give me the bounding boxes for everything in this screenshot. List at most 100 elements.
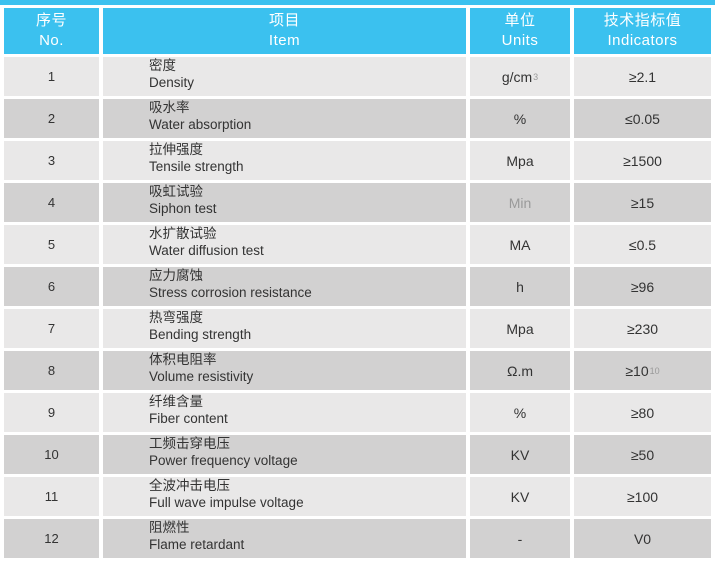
row-number-cell: 12 (4, 519, 99, 558)
item-name-zh: 体积电阻率 (149, 352, 217, 367)
row-number-cell: 1 (4, 57, 99, 96)
item-name-zh: 吸水率 (149, 100, 190, 115)
unit-cell: h (470, 267, 570, 306)
item-name-zh: 阻燃性 (149, 520, 190, 535)
row-number: 1 (47, 69, 56, 84)
item-name-en: Density (149, 75, 195, 90)
item-name-en: Full wave impulse voltage (149, 495, 304, 510)
unit-cell: Mpa (470, 309, 570, 348)
row-number-cell: 4 (4, 183, 99, 222)
indicator-cell: ≥2.1 (574, 57, 711, 96)
indicator-value: ≤0.05 (625, 110, 660, 127)
unit-cell: - (470, 519, 570, 558)
row-number-cell: 3 (4, 141, 99, 180)
indicator-cell: ≥100 (574, 477, 711, 516)
item-name-en: Stress corrosion resistance (149, 285, 312, 300)
unit-value: % (513, 110, 527, 127)
item-cell: 全波冲击电压 Full wave impulse voltage (103, 477, 466, 516)
indicator-cell: ≥1500 (574, 141, 711, 180)
item-name-en: Tensile strength (149, 159, 244, 174)
item-cell: 拉伸强度 Tensile strength (103, 141, 466, 180)
column-header-units: 单位 Units (470, 8, 570, 54)
unit-cell: KV (470, 477, 570, 516)
unit-value: h (516, 278, 524, 295)
item-name-en: Fiber content (149, 411, 228, 426)
indicator-value: V0 (633, 530, 652, 547)
row-number-cell: 2 (4, 99, 99, 138)
item-cell: 密度 Density (103, 57, 466, 96)
item-cell: 吸虹试验 Siphon test (103, 183, 466, 222)
column-header-indicators: 技术指标值 Indicators (574, 8, 711, 54)
unit-cell: KV (470, 435, 570, 474)
item-cell: 工频击穿电压 Power frequency voltage (103, 435, 466, 474)
row-number: 12 (44, 531, 59, 546)
unit-value: Mpa (506, 152, 534, 169)
unit-cell: Ω.m (470, 351, 570, 390)
unit-value: MA (509, 236, 531, 253)
item-cell: 阻燃性 Flame retardant (103, 519, 466, 558)
row-number: 2 (47, 111, 56, 126)
indicator-value: ≥96 (630, 278, 655, 295)
column-header-units-en: Units (501, 32, 539, 49)
row-number-cell: 9 (4, 393, 99, 432)
row-number: 10 (44, 447, 59, 462)
column-header-item-zh: 项目 (268, 12, 300, 29)
row-number-cell: 8 (4, 351, 99, 390)
indicator-cell: ≥96 (574, 267, 711, 306)
item-name-zh: 工频击穿电压 (149, 436, 230, 451)
indicator-cell: ≥50 (574, 435, 711, 474)
row-number-cell: 7 (4, 309, 99, 348)
item-cell: 水扩散试验 Water diffusion test (103, 225, 466, 264)
unit-value: Mpa (506, 320, 534, 337)
item-cell: 纤维含量 Fiber content (103, 393, 466, 432)
row-number: 11 (44, 489, 59, 504)
column-header-item-en: Item (268, 32, 301, 49)
item-name-en: Flame retardant (149, 537, 245, 552)
indicator-value: ≥2.1 (628, 68, 657, 85)
row-number: 8 (47, 363, 56, 378)
unit-cell: % (470, 393, 570, 432)
row-number: 7 (47, 321, 56, 336)
indicator-value: ≥15 (630, 194, 655, 211)
column-header-indicators-zh: 技术指标值 (603, 12, 682, 29)
row-number: 4 (47, 195, 56, 210)
indicator-cell: ≥10 10 (574, 351, 711, 390)
indicator-value: ≥1500 (623, 152, 662, 169)
indicator-cell: ≥80 (574, 393, 711, 432)
indicator-value: ≥50 (630, 446, 655, 463)
item-name-zh: 全波冲击电压 (149, 478, 230, 493)
item-name-en: Bending strength (149, 327, 252, 342)
row-number: 9 (47, 405, 56, 420)
unit-value: Ω.m (506, 362, 534, 379)
unit-cell: MA (470, 225, 570, 264)
unit-value: KV (510, 488, 530, 505)
top-accent-bar (0, 0, 715, 5)
column-header-indicators-en: Indicators (607, 32, 678, 49)
item-name-zh: 热弯强度 (149, 310, 203, 325)
indicator-cell: ≥15 (574, 183, 711, 222)
column-header-item: 项目 Item (103, 8, 466, 54)
unit-cell: g/cm 3 (470, 57, 570, 96)
item-name-en: Power frequency voltage (149, 453, 298, 468)
item-name-zh: 密度 (149, 58, 176, 73)
item-name-zh: 应力腐蚀 (149, 268, 203, 283)
column-header-no-zh: 序号 (35, 12, 67, 29)
item-cell: 体积电阻率 Volume resistivity (103, 351, 466, 390)
indicator-value: ≥10 (625, 362, 649, 379)
unit-value: KV (510, 446, 530, 463)
item-name-en: Water diffusion test (149, 243, 264, 258)
item-name-en: Volume resistivity (149, 369, 254, 384)
item-name-zh: 纤维含量 (149, 394, 203, 409)
unit-value: g/cm (501, 68, 533, 85)
unit-value: Min (508, 194, 532, 211)
unit-value: - (517, 530, 523, 547)
indicator-value: ≥100 (626, 488, 659, 505)
indicator-cell: ≤0.05 (574, 99, 711, 138)
row-number: 5 (47, 237, 56, 252)
indicator-cell: V0 (574, 519, 711, 558)
row-number: 6 (47, 279, 56, 294)
indicator-cell: ≥230 (574, 309, 711, 348)
row-number-cell: 11 (4, 477, 99, 516)
column-header-units-zh: 单位 (504, 12, 536, 29)
